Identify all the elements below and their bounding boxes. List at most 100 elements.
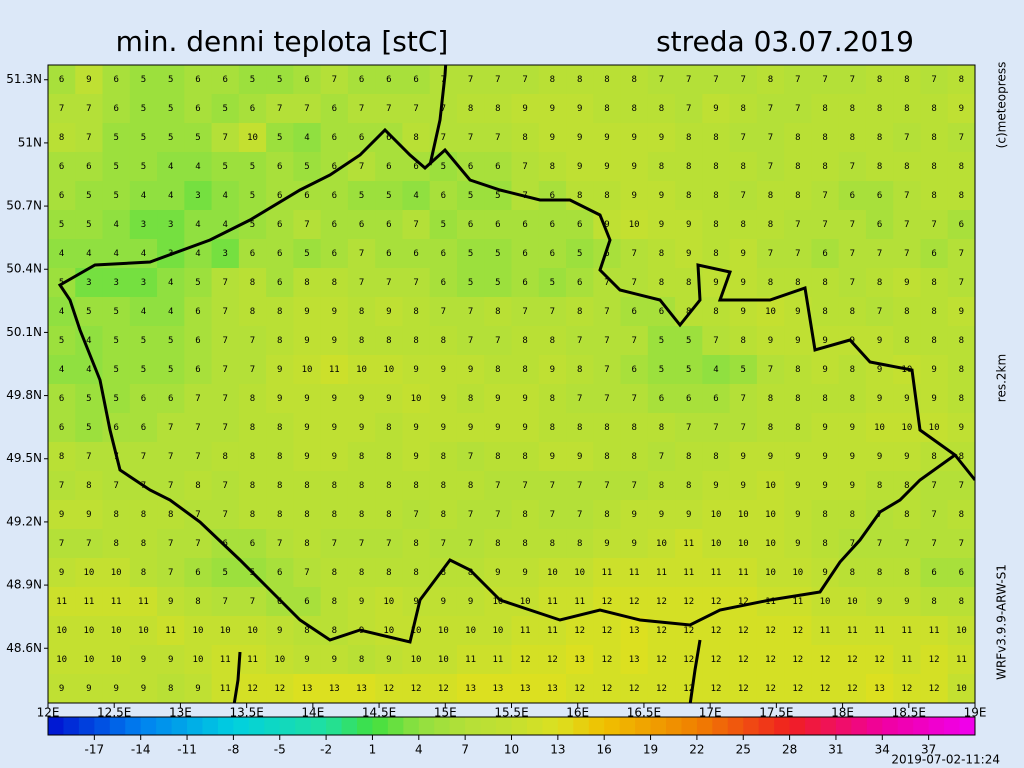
temperature-cell bbox=[920, 239, 949, 269]
temperature-label: 8 bbox=[822, 162, 827, 172]
y-tick-label: 51N bbox=[18, 135, 42, 149]
temperature-cell bbox=[784, 471, 812, 501]
temperature-cell bbox=[947, 558, 975, 588]
temperature-label: 8 bbox=[195, 597, 200, 607]
borders bbox=[57, 65, 975, 703]
temperature-label: 7 bbox=[904, 539, 909, 549]
temperature-label: 11 bbox=[547, 597, 558, 607]
temperature-label: 6 bbox=[277, 162, 282, 172]
temperature-label: 7 bbox=[250, 336, 255, 346]
temperature-label: 12 bbox=[874, 655, 885, 665]
temperature-label: 13 bbox=[629, 626, 640, 636]
temperature-cell bbox=[538, 297, 567, 327]
temperature-label: 8 bbox=[959, 452, 964, 462]
temperature-label: 8 bbox=[332, 568, 337, 578]
temperature-cell bbox=[484, 500, 512, 530]
temperature-cell bbox=[865, 384, 894, 414]
temperature-cell bbox=[811, 94, 840, 124]
temperature-label: 9 bbox=[604, 133, 609, 143]
temperature-label: 8 bbox=[441, 452, 446, 462]
temperature-cell bbox=[784, 181, 812, 211]
temperature-label: 12 bbox=[656, 597, 667, 607]
temperature-cell bbox=[429, 210, 458, 240]
temperature-label: 10 bbox=[520, 597, 531, 607]
temperature-label: 8 bbox=[250, 394, 255, 404]
colorbar-cell bbox=[959, 717, 976, 735]
temperature-cell bbox=[947, 94, 975, 124]
temperature-cell bbox=[402, 123, 431, 153]
temperature-label: 9 bbox=[904, 597, 909, 607]
temperature-label: 5 bbox=[113, 191, 118, 201]
temperature-label: 7 bbox=[931, 539, 936, 549]
temperature-label: 10 bbox=[765, 510, 776, 520]
temperature-cell bbox=[893, 616, 921, 646]
temperature-label: 7 bbox=[223, 423, 228, 433]
temperature-label: 8 bbox=[795, 365, 800, 375]
temperature-cell bbox=[347, 181, 376, 211]
temperature-label: 9 bbox=[550, 133, 555, 143]
temperature-label: 8 bbox=[413, 539, 418, 549]
temperature-label: 9 bbox=[713, 278, 718, 288]
temperature-cell bbox=[157, 181, 185, 211]
temperature-cell bbox=[484, 616, 512, 646]
temperature-cell bbox=[375, 500, 403, 530]
temperature-cell bbox=[102, 65, 131, 95]
temperature-cell bbox=[702, 674, 731, 703]
temperature-label: 9 bbox=[904, 394, 909, 404]
x-tick-label: 12.5E bbox=[97, 706, 131, 720]
temperature-cell bbox=[238, 529, 267, 559]
temperature-label: 8 bbox=[550, 423, 555, 433]
temperature-cell bbox=[620, 558, 649, 588]
temperature-label: 7 bbox=[413, 278, 418, 288]
temperature-cell bbox=[129, 297, 158, 327]
temperature-cell bbox=[129, 500, 158, 530]
temperature-label: 6 bbox=[877, 220, 882, 230]
temperature-label: 4 bbox=[195, 220, 200, 230]
temperature-label: 7 bbox=[332, 75, 337, 85]
temperature-cell bbox=[129, 413, 158, 443]
temperature-label: 8 bbox=[577, 191, 582, 201]
y-tick-label: 48.9N bbox=[6, 578, 42, 592]
temperature-label: 11 bbox=[574, 597, 585, 607]
temperature-cell bbox=[920, 674, 949, 703]
temperature-cell bbox=[375, 413, 403, 443]
temperature-label: 9 bbox=[877, 365, 882, 375]
temperature-label: 11 bbox=[247, 655, 258, 665]
temperature-label: 9 bbox=[795, 539, 800, 549]
temperature-label: 11 bbox=[520, 626, 531, 636]
x-tick-label: 18.5E bbox=[892, 706, 926, 720]
temperature-cell bbox=[211, 645, 240, 675]
temperature-label: 8 bbox=[522, 365, 527, 375]
temperature-label: 6 bbox=[59, 75, 64, 85]
temperature-label: 9 bbox=[304, 394, 309, 404]
temperature-label: 8 bbox=[904, 510, 909, 520]
temperature-cell bbox=[947, 65, 975, 95]
colorbar-cell bbox=[557, 717, 574, 735]
temperature-cell bbox=[157, 355, 185, 385]
temperature-cell bbox=[184, 268, 213, 298]
temperature-cell bbox=[320, 587, 349, 617]
temperature-cell bbox=[647, 239, 676, 269]
colorbar-cell bbox=[418, 717, 435, 735]
temperature-cell bbox=[456, 413, 485, 443]
temperature-label: 7 bbox=[904, 249, 909, 259]
temperature-cell bbox=[320, 529, 349, 559]
temperature-label: 7 bbox=[195, 394, 200, 404]
temperature-label: 5 bbox=[659, 365, 664, 375]
temperature-cell bbox=[838, 123, 867, 153]
temperature-cell bbox=[947, 355, 975, 385]
temperature-label: 9 bbox=[332, 394, 337, 404]
temperature-label: 6 bbox=[659, 307, 664, 317]
temperature-cell bbox=[157, 123, 185, 153]
temperature-label: 11 bbox=[711, 568, 722, 578]
temperature-label: 12 bbox=[547, 655, 558, 665]
temperature-label: 8 bbox=[795, 191, 800, 201]
temperature-label: 9 bbox=[495, 423, 500, 433]
temperature-label: 8 bbox=[713, 249, 718, 259]
temperature-label: 13 bbox=[356, 684, 367, 694]
temperature-cell bbox=[811, 181, 840, 211]
temperature-label: 10 bbox=[765, 539, 776, 549]
temperature-cell bbox=[347, 529, 376, 559]
temperature-label: 8 bbox=[468, 394, 473, 404]
temperature-label: 9 bbox=[741, 278, 746, 288]
